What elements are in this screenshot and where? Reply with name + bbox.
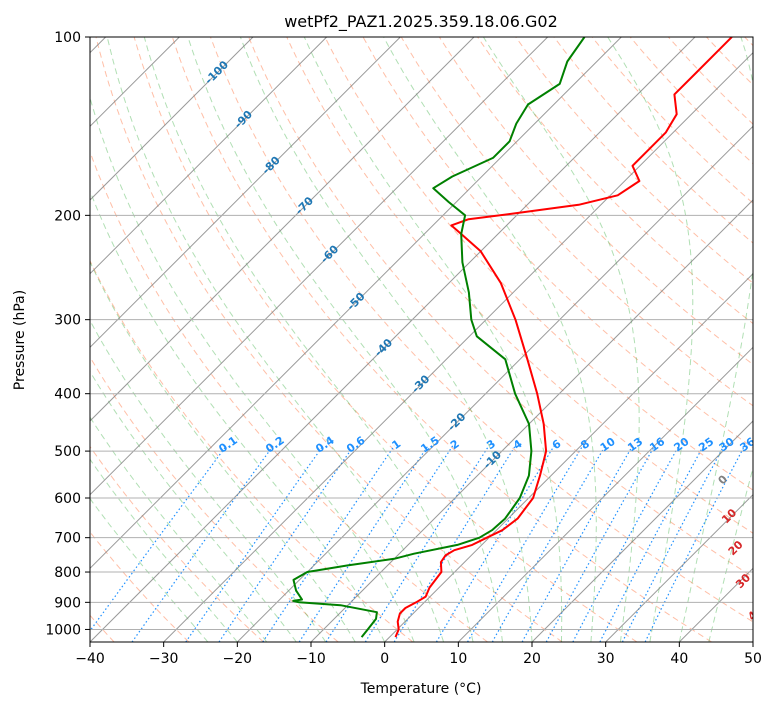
isotherm-line: [90, 37, 328, 275]
x-tick-label: 50: [744, 651, 762, 667]
moist-adiabat-line: [90, 497, 209, 642]
dry-adiabat-line: [553, 37, 753, 244]
mixing-ratio-line: [621, 445, 725, 642]
moist-adiabat-line: [106, 37, 445, 642]
dry-adiabat-line: [95, 37, 563, 642]
isotherm-line: [163, 51, 753, 642]
mixing-ratio-line: [218, 445, 355, 642]
mixing-ratio-line: [185, 445, 324, 642]
moist-adiabat-line: [90, 260, 356, 642]
dry-adiabat-line: [629, 37, 753, 165]
dry-adiabat-line: [248, 37, 753, 578]
moist-adiabat-line: [303, 37, 563, 642]
isotherm-line: [605, 493, 753, 642]
mixing-ratio-line: [325, 445, 454, 642]
isotherm-line: [90, 37, 696, 642]
x-tick-label: 0: [380, 651, 389, 667]
y-axis-label: Pressure (hPa): [12, 290, 28, 390]
x-tick-label: 40: [670, 651, 688, 667]
moist-adiabat-line: [90, 370, 297, 642]
mixing-ratio-line: [131, 445, 274, 642]
moist-adiabat-line: [482, 37, 640, 642]
x-tick-label: −20: [223, 651, 253, 667]
isotherm-line: [90, 37, 549, 496]
y-tick-label: 1000: [45, 622, 81, 638]
moist-adiabat-line: [90, 189, 386, 642]
isotherm-line: [457, 346, 753, 642]
isotherm-line: [90, 37, 401, 349]
moist-adiabat-line: [90, 458, 238, 642]
moist-adiabat-line: [607, 37, 694, 642]
theta-w-label: 40: [745, 603, 765, 623]
profile-lines: [292, 37, 733, 638]
isotherm-line: [310, 199, 753, 642]
moist-adiabat-line: [383, 37, 597, 642]
chart-title: wetPf2_PAZ1.2025.359.18.06.G02: [284, 12, 558, 32]
y-tick-label: 900: [54, 595, 81, 611]
y-tick-label: 500: [54, 444, 81, 460]
dry-adiabat-line: [90, 445, 264, 642]
mixing-ratio-line: [545, 445, 656, 642]
isotherm-line: [236, 125, 753, 642]
plot-frame: [89, 36, 754, 643]
dry-adiabat-line: [210, 37, 753, 623]
mixing-ratio-line: [393, 445, 516, 642]
x-tick-label: 10: [449, 651, 467, 667]
background-lines: [90, 37, 753, 642]
moist-adiabat-line: [143, 37, 474, 642]
series-temperature-line: [394, 37, 733, 638]
dry-adiabat-line: [400, 37, 753, 407]
moist-adiabat-line: [239, 37, 533, 642]
mixing-ratio-line: [521, 445, 634, 642]
mixing-ratio-line: [364, 445, 490, 642]
y-tick-label: 600: [54, 491, 81, 507]
isotherm-line: [90, 37, 622, 570]
isotherm-line: [90, 37, 254, 201]
dry-adiabat-line: [133, 37, 638, 642]
moist-adiabat-line: [678, 37, 753, 642]
x-axis-label: Temperature (°C): [360, 681, 482, 697]
isotherm-line: [90, 37, 475, 422]
moist-adiabat-line: [187, 37, 503, 642]
x-tick-label: −10: [296, 651, 326, 667]
y-tick-label: 100: [54, 30, 81, 46]
y-tick-label: 200: [54, 208, 81, 224]
y-tick-label: 400: [54, 387, 81, 403]
y-tick-label: 800: [54, 565, 81, 581]
x-tick-label: −30: [149, 651, 179, 667]
mixing-ratio-line: [262, 445, 395, 642]
x-tick-label: 30: [597, 651, 615, 667]
moist-adiabat-line: [708, 466, 753, 642]
mixing-ratio-line: [466, 445, 584, 642]
moist-adiabat-line: [90, 416, 268, 642]
series-dewpoint-line: [292, 37, 586, 638]
isotherm-line: [384, 272, 753, 642]
dry-adiabat-line: [362, 37, 753, 449]
axes: −40 −30 −20 −10 0 10 20 30 40 50 1000 900 800 700 600 5…: [45, 30, 762, 667]
x-tick-label: −40: [75, 651, 105, 667]
y-tick-label: 700: [54, 531, 81, 547]
mixing-ratio-line: [435, 445, 555, 642]
mixing-ratio-line: [644, 445, 746, 642]
isotherm-line: [531, 420, 753, 642]
y-tick-label: 300: [54, 313, 81, 329]
dry-adiabat-line: [324, 37, 753, 491]
x-tick-label: 20: [523, 651, 541, 667]
mixing-ratio-line: [298, 445, 429, 642]
dry-adiabat-line: [90, 259, 414, 642]
